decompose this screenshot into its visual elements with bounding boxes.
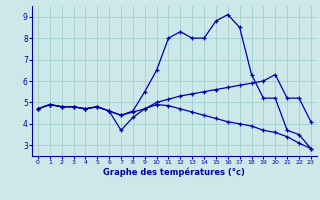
X-axis label: Graphe des températures (°c): Graphe des températures (°c) xyxy=(103,168,245,177)
